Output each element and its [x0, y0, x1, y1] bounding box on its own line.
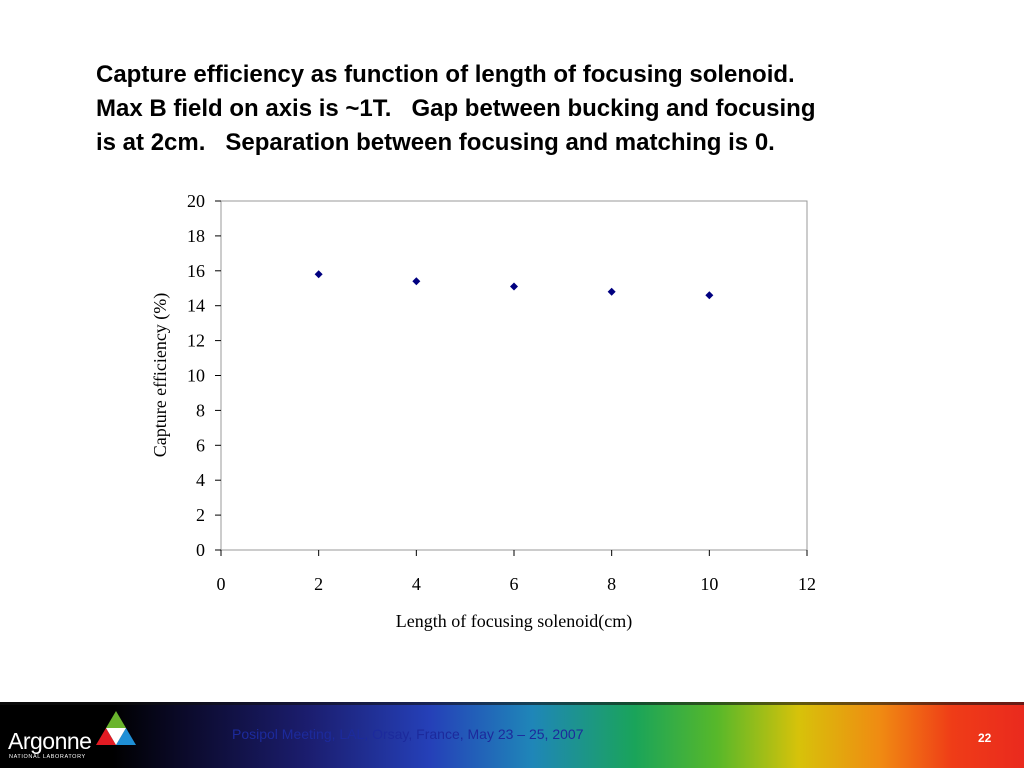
scatter-chart: 0 2 4 6 8 10 12 14 16 18 20 0 2 4 6 8 10 12 Length of fo… — [150, 191, 816, 632]
y-tick-label: 4 — [196, 470, 205, 490]
data-point-marker — [314, 270, 323, 279]
x-tick-label: 10 — [700, 574, 718, 594]
y-tick-label: 16 — [187, 261, 205, 281]
footer-divider — [0, 702, 1024, 705]
y-axis-label: Capture efficiency (%) — [150, 293, 171, 458]
y-tick-label: 14 — [187, 296, 205, 316]
x-tick-label: 8 — [607, 574, 616, 594]
logo-subtitle: NATIONAL LABORATORY — [9, 754, 86, 760]
y-tick-label: 10 — [187, 366, 205, 386]
data-point-marker — [510, 282, 518, 291]
x-tick-label: 6 — [510, 574, 519, 594]
title-line-3: is at 2cm. Separation between focusing a… — [96, 129, 775, 156]
slide-title: Capture efficiency as function of length… — [96, 58, 976, 160]
data-point-marker — [607, 287, 616, 296]
footer-bar: Posipol Meeting, LAL, Orsay, France, May… — [0, 702, 1024, 768]
data-points — [314, 270, 714, 300]
page-number: 22 — [978, 731, 992, 745]
x-tick-label: 0 — [217, 574, 226, 594]
y-tick-label: 6 — [196, 435, 205, 455]
title-line-2: Max B field on axis is ~1T. Gap between … — [96, 95, 816, 122]
y-tick-label: 20 — [187, 191, 205, 211]
data-point-marker — [705, 291, 714, 300]
y-tick-label: 2 — [196, 505, 205, 525]
y-tick-label: 12 — [187, 331, 205, 351]
data-point-marker — [412, 277, 421, 286]
x-tick-label: 12 — [798, 574, 816, 594]
argonne-triangle-icon — [96, 711, 136, 745]
y-axis: 0 2 4 6 8 10 12 14 16 18 20 — [187, 191, 221, 560]
y-tick-label: 0 — [196, 540, 205, 560]
x-axis: 0 2 4 6 8 10 12 — [217, 550, 816, 594]
logo-wordmark: Argonne — [8, 728, 92, 754]
argonne-logo: Argonne NATIONAL LABORATORY — [8, 706, 138, 764]
x-tick-label: 2 — [314, 574, 323, 594]
x-axis-label: Length of focusing solenoid(cm) — [396, 611, 632, 632]
plot-area-frame — [220, 200, 808, 551]
x-tick-label: 4 — [412, 574, 421, 594]
y-tick-label: 8 — [196, 400, 205, 420]
title-line-1: Capture efficiency as function of length… — [96, 61, 795, 88]
y-tick-label: 18 — [187, 226, 205, 246]
footer-meeting-info: Posipol Meeting, LAL, Orsay, France, May… — [232, 726, 584, 742]
